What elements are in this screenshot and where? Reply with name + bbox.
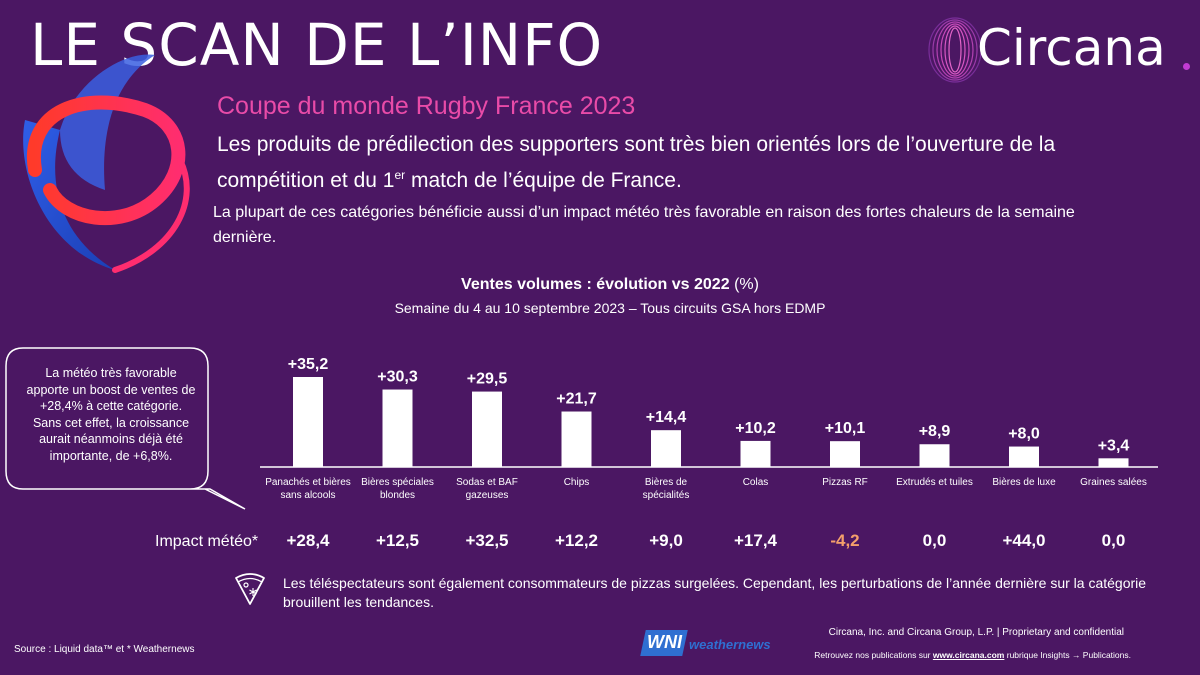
bar-value-label-1: +30,3 <box>377 369 418 386</box>
bar-value-label-4: +14,4 <box>646 409 687 426</box>
category-label-7: Extrudés et tuiles <box>896 477 973 488</box>
bar-value-label-7: +8,9 <box>919 423 951 440</box>
bar-4 <box>651 430 681 467</box>
callout-text: La météo très favorable apporte un boost… <box>26 366 196 463</box>
bar-value-label-0: +35,2 <box>288 356 329 373</box>
chart-subtitle: Semaine du 4 au 10 septembre 2023 – Tous… <box>394 300 826 316</box>
circana-logo: Circana <box>925 15 1190 85</box>
impact-value-9: 0,0 <box>1101 531 1126 550</box>
category-label-8: Bières de luxe <box>992 477 1056 488</box>
lead-text: Les produits de prédilection des support… <box>217 130 1117 196</box>
speech-bubble-icon <box>5 347 246 510</box>
rugby-world-cup-logo-icon <box>23 54 190 273</box>
bar-9 <box>1098 458 1129 467</box>
weathernews-wordmark: weathernews <box>689 637 771 652</box>
bar-1 <box>382 389 413 467</box>
publications-note: Retrouvez nos publications sur www.circa… <box>814 650 1131 660</box>
category-label-1: Bières spéciales blondes <box>361 477 434 501</box>
lead-text-part2: match de l’équipe de France. <box>405 169 682 192</box>
wni-text: WNI <box>647 632 682 652</box>
circana-wordmark: Circana <box>977 19 1166 77</box>
bar-5 <box>740 440 771 467</box>
weathernews-logo: WNI weathernews <box>640 630 783 660</box>
category-label-5: Colas <box>743 477 769 488</box>
section-subtitle: Coupe du monde Rugby France 2023 <box>217 92 636 120</box>
chart-title-unit: (%) <box>734 276 759 293</box>
bar-7 <box>919 444 950 467</box>
impact-value-4: +9,0 <box>649 531 683 550</box>
source-note: Source : Liquid data™ et * Weathernews <box>14 644 195 655</box>
lead-text-part1: Les produits de prédilection des support… <box>217 133 1056 192</box>
category-label-0: Panachés et bières sans alcools <box>265 477 351 501</box>
category-label-2: Sodas et BAF gazeuses <box>456 477 518 501</box>
impact-value-6: -4,2 <box>830 531 860 550</box>
impact-value-7: 0,0 <box>922 531 947 550</box>
sub-lead-text: La plupart de ces catégories bénéficie a… <box>213 204 1075 246</box>
bar-value-label-9: +3,4 <box>1098 437 1130 454</box>
category-label-9: Graines salées <box>1080 477 1147 488</box>
category-label-3: Chips <box>564 477 590 488</box>
chart-title-text: Ventes volumes : évolution vs 2022 <box>461 276 730 293</box>
impact-value-3: +12,2 <box>554 531 598 550</box>
chart-title: Ventes volumes : évolution vs 2022 (%) <box>350 276 870 294</box>
impact-meteo-label: Impact météo* <box>155 533 259 550</box>
bar-6 <box>830 441 860 467</box>
pizza-snowflake-icon <box>235 573 265 605</box>
lead-text-superscript: er <box>394 168 406 182</box>
publications-post: rubrique Insights → Publications. <box>1004 650 1131 660</box>
circana-dot <box>1183 63 1190 70</box>
bar-value-label-2: +29,5 <box>467 371 508 388</box>
legal-notice: Circana, Inc. and Circana Group, L.P. | … <box>828 627 1124 638</box>
bar-3 <box>561 411 592 467</box>
bar-value-label-8: +8,0 <box>1008 426 1040 443</box>
category-label-6: Pizzas RF <box>822 477 868 488</box>
bar-0 <box>293 377 323 467</box>
bar-2 <box>472 391 502 467</box>
weather-callout: La météo très favorable apporte un boost… <box>5 347 250 512</box>
bar-8 <box>1009 446 1039 467</box>
publications-pre: Retrouvez nos publications sur <box>814 650 933 660</box>
circana-website-link[interactable]: www.circana.com <box>932 650 1005 660</box>
impact-value-5: +17,4 <box>733 531 777 550</box>
bar-chart: +35,2 +30,3 +29,5 +21,7 +14,4 +10,2 +10,1 +8,9 +… <box>260 356 1158 501</box>
circana-rings-icon <box>928 17 982 83</box>
bar-value-label-5: +10,2 <box>735 420 776 437</box>
bar-value-label-6: +10,1 <box>825 420 866 437</box>
category-label-4: Bières de spécialités <box>643 477 690 501</box>
pizza-note: Les téléspectateurs sont également conso… <box>283 575 1147 610</box>
bar-value-label-3: +21,7 <box>556 391 597 408</box>
impact-value-2: +32,5 <box>465 531 509 550</box>
impact-value-0: +28,4 <box>286 531 330 550</box>
impact-value-8: +44,0 <box>1002 531 1046 550</box>
impact-value-1: +12,5 <box>375 531 419 550</box>
